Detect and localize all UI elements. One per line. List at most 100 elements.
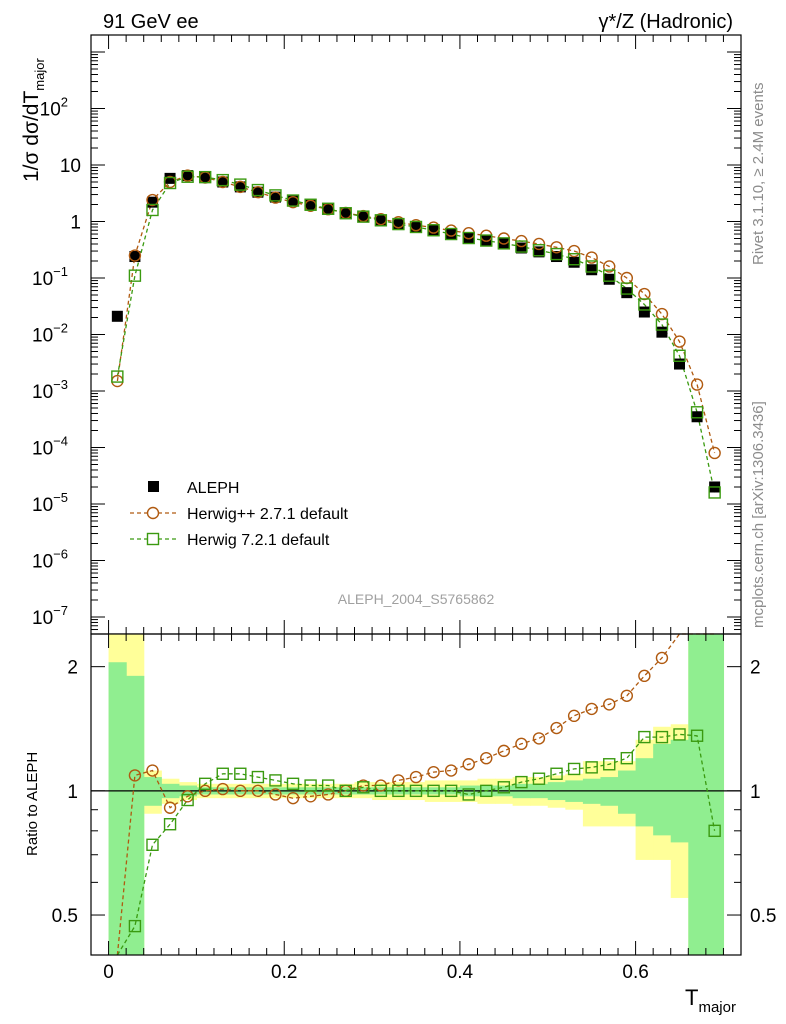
ratio-stat-band-bin (705, 634, 725, 955)
ratio-point-herwig7 (585, 761, 598, 774)
main-point-herwigpp (690, 378, 704, 391)
ratio-point-herwigpp (216, 782, 229, 796)
main-point-aleph (182, 170, 194, 182)
main-point-herwig7 (515, 240, 528, 253)
ratio-point-herwig7 (690, 729, 704, 742)
ratio-y-tick-label: 2 (750, 658, 761, 679)
main-y-ticks: 10−7 10−6 10−5 10−4 10−3 10−2 10−1 1 10 102 (32, 34, 741, 635)
ratio-point-herwig7 (462, 788, 475, 801)
main-point-aleph (305, 199, 317, 211)
ratio-point-herwig7 (620, 751, 634, 765)
main-point-herwigpp (146, 193, 159, 207)
main-point-herwigpp (550, 241, 563, 254)
ratio-point-herwig7 (374, 784, 388, 798)
main-point-aleph (287, 195, 299, 207)
main-point-herwig7 (427, 224, 440, 237)
main-y-tick-label: 10−3 (32, 377, 68, 403)
ratio-stat-band-bin (108, 662, 127, 955)
main-point-aleph (691, 411, 703, 423)
main-point-herwig7 (339, 207, 352, 220)
main-point-herwig7 (673, 349, 686, 362)
ratio-point-herwigpp (638, 669, 651, 683)
main-point-herwig7 (655, 318, 669, 331)
ratio-y-tick-label: 0.5 (52, 906, 78, 927)
main-panel: 10−7 10−6 10−5 10−4 10−3 10−2 10−1 1 10 102 ALEPH… (32, 34, 742, 635)
ratio-point-herwigpp (532, 732, 546, 745)
main-point-herwig7 (269, 189, 282, 202)
ratio-point-herwig7 (409, 784, 423, 798)
main-point-herwig7 (357, 210, 370, 223)
main-y-tick-label: 10−5 (32, 490, 68, 516)
ratio-point-herwig7 (269, 774, 282, 787)
ratio-x-tick-label: 0.2 (271, 962, 297, 983)
main-point-aleph (392, 218, 404, 230)
main-point-aleph (621, 287, 633, 299)
ratio-point-herwig7 (357, 781, 370, 794)
header-right: γ*/Z (Hadronic) (599, 11, 733, 33)
main-point-herwigpp (567, 244, 581, 258)
ratio-point-herwigpp (321, 788, 335, 801)
main-point-herwigpp (532, 237, 546, 251)
main-y-tick-label: 10−1 (32, 264, 68, 290)
ratio-stat-band-bin (126, 675, 145, 955)
main-point-herwig7 (638, 298, 651, 311)
main-y-tick-label: 1 (70, 213, 81, 234)
ratio-point-herwigpp (444, 764, 458, 777)
ratio-point-herwigpp (198, 784, 212, 798)
main-point-aleph (357, 211, 369, 223)
main-point-aleph (252, 186, 264, 198)
main-point-herwig7 (321, 202, 335, 215)
ratio-point-herwigpp (251, 784, 265, 798)
ratio-series-marks (128, 651, 721, 933)
legend-marker-aleph (148, 481, 159, 492)
main-point-aleph (638, 306, 650, 318)
main-point-aleph (129, 251, 141, 263)
main-point-aleph (322, 203, 334, 215)
ratio-point-herwigpp (409, 770, 423, 784)
main-point-aleph (375, 214, 387, 226)
main-point-herwig7 (690, 406, 704, 419)
ratio-frame (90, 633, 742, 956)
main-point-herwig7 (409, 220, 423, 234)
ratio-stat-band-bin (688, 634, 707, 955)
main-point-herwig7 (550, 247, 563, 261)
ratio-point-herwigpp (269, 788, 282, 801)
ratio-point-herwig7 (128, 919, 142, 933)
ratio-point-herwig7 (497, 781, 511, 794)
ratio-x-tick-label: 0.6 (622, 962, 648, 983)
ratio-point-herwig7 (216, 767, 229, 780)
main-point-aleph (164, 172, 176, 184)
ratio-point-herwigpp (163, 801, 177, 814)
ratio-point-herwig7 (480, 784, 493, 798)
ratio-x-ticks: 0 0.2 0.4 0.6 (103, 634, 724, 983)
ratio-x-tick-label: 0 (103, 962, 114, 983)
ratio-point-herwig7 (251, 770, 265, 784)
ratio-point-herwig7 (655, 730, 669, 744)
ratio-point-herwig7 (198, 777, 212, 791)
main-point-herwig7 (286, 194, 300, 207)
main-point-herwigpp (585, 251, 598, 264)
ratio-panel: 0.5 0.5 1 1 2 2 0 0.2 0.4 0.6 Ratio to ALEPH (24, 633, 776, 983)
main-point-herwig7 (462, 231, 475, 245)
main-point-herwig7 (128, 269, 142, 282)
main-point-aleph (146, 196, 158, 208)
ratio-point-herwig7 (532, 772, 546, 785)
ratio-point-herwigpp (567, 709, 581, 723)
main-point-herwig7 (146, 203, 159, 217)
ratio-point-herwig7 (286, 777, 300, 791)
ratio-point-herwig7 (515, 775, 528, 789)
ratio-stat-band-bin (635, 758, 654, 827)
ratio-point-herwig7 (638, 730, 651, 744)
header-left: 91 GeV ee (103, 11, 199, 33)
main-point-aleph (463, 232, 475, 244)
main-point-aleph (568, 256, 580, 268)
ratio-point-herwig7 (163, 818, 177, 831)
ratio-point-herwigpp (286, 791, 300, 805)
ratio-ylabel: Ratio to ALEPH (24, 752, 41, 856)
ratio-point-herwigpp (146, 764, 159, 777)
legend-label-herwigpp: Herwig++ 2.7.1 default (187, 506, 349, 523)
main-point-herwig7 (603, 269, 616, 282)
ratio-stat-band-bin (653, 743, 672, 836)
ratio-y-tick-label: 1 (67, 782, 78, 803)
